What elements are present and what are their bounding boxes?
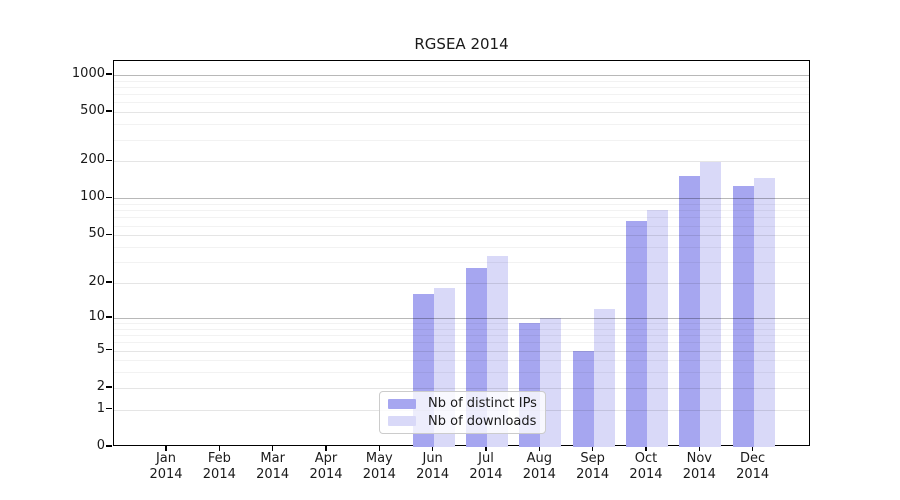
y-tick-label-500: 500 bbox=[80, 103, 105, 119]
gridline-30 bbox=[114, 262, 809, 264]
x-tick-label-nov: Nov 2014 bbox=[682, 451, 716, 482]
plot-area bbox=[113, 60, 810, 447]
y-tick-mark-100 bbox=[106, 196, 112, 199]
x-tick-label-feb: Feb 2014 bbox=[202, 451, 236, 482]
bar-downloads-dec bbox=[753, 177, 775, 447]
y-tick-mark-10 bbox=[106, 316, 112, 318]
x-tick-mark-mar bbox=[271, 446, 274, 451]
gridline-400 bbox=[114, 124, 809, 126]
legend-label-downloads: Nb of downloads bbox=[428, 413, 537, 429]
x-tick-label-mar: Mar 2014 bbox=[256, 451, 290, 482]
gridline-100 bbox=[114, 198, 809, 200]
gridline-3 bbox=[114, 372, 809, 374]
x-tick-mark-aug bbox=[538, 446, 541, 451]
x-tick-mark-oct bbox=[645, 446, 647, 451]
x-tick-label-jan: Jan 2014 bbox=[149, 451, 183, 482]
x-tick-label-oct: Oct 2014 bbox=[629, 451, 663, 482]
gridline-40 bbox=[114, 247, 809, 248]
bar-distinct-ips-sep bbox=[572, 350, 594, 447]
x-tick-mark-jun bbox=[431, 446, 434, 451]
y-tick-label-1000: 1000 bbox=[71, 65, 105, 81]
y-tick-mark-1 bbox=[106, 407, 112, 410]
y-tick-mark-50 bbox=[106, 233, 112, 235]
gridline-800 bbox=[114, 86, 809, 88]
bar-downloads-sep bbox=[593, 308, 615, 447]
gridline-80 bbox=[114, 210, 809, 212]
y-tick-label-10: 10 bbox=[88, 308, 105, 324]
y-tick-label-5: 5 bbox=[96, 341, 105, 357]
gridline-60 bbox=[114, 225, 809, 227]
gridline-10 bbox=[114, 317, 809, 319]
y-tick-mark-20 bbox=[106, 281, 112, 283]
bar-distinct-ips-dec bbox=[732, 185, 754, 447]
x-tick-label-jul: Jul 2014 bbox=[469, 451, 503, 482]
x-tick-label-may: May 2014 bbox=[362, 451, 396, 482]
x-tick-label-aug: Aug 2014 bbox=[522, 451, 556, 482]
y-tick-mark-2 bbox=[106, 386, 112, 388]
gridline-200 bbox=[114, 161, 809, 163]
x-tick-label-apr: Apr 2014 bbox=[309, 451, 343, 482]
legend: Nb of distinct IPs Nb of downloads bbox=[379, 391, 546, 434]
gridline-7 bbox=[114, 335, 809, 337]
x-tick-mark-jul bbox=[485, 446, 487, 451]
bar-distinct-ips-nov bbox=[679, 175, 701, 447]
x-tick-mark-dec bbox=[751, 446, 754, 451]
x-tick-mark-sep bbox=[591, 446, 594, 451]
x-tick-label-dec: Dec 2014 bbox=[736, 451, 770, 482]
gridline-8 bbox=[114, 328, 809, 330]
y-tick-mark-500 bbox=[106, 110, 112, 112]
gridline-300 bbox=[114, 139, 809, 141]
y-tick-label-100: 100 bbox=[80, 189, 105, 205]
y-tick-label-0: 0 bbox=[96, 438, 105, 453]
legend-label-distinct-ips: Nb of distinct IPs bbox=[428, 396, 537, 412]
gridline-2 bbox=[114, 387, 809, 389]
x-tick-label-sep: Sep 2014 bbox=[576, 451, 610, 482]
gridline-700 bbox=[114, 94, 809, 96]
gridline-9 bbox=[114, 323, 809, 324]
bar-distinct-ips-oct bbox=[625, 220, 647, 447]
gridline-90 bbox=[114, 204, 809, 206]
gridline-1000 bbox=[114, 74, 809, 76]
chart-title: RGSEA 2014 bbox=[414, 35, 509, 53]
gridline-5 bbox=[114, 350, 809, 352]
y-tick-mark-0 bbox=[106, 445, 112, 447]
legend-item-distinct-ips: Nb of distinct IPs bbox=[388, 396, 537, 411]
y-tick-label-2: 2 bbox=[96, 378, 105, 394]
y-tick-label-20: 20 bbox=[88, 274, 105, 290]
y-tick-label-200: 200 bbox=[80, 152, 105, 168]
gridline-600 bbox=[114, 102, 809, 104]
gridline-70 bbox=[114, 217, 809, 219]
x-tick-mark-apr bbox=[325, 446, 327, 451]
y-tick-mark-1000 bbox=[106, 73, 112, 75]
gridline-6 bbox=[114, 342, 809, 344]
x-tick-label-jun: Jun 2014 bbox=[416, 451, 450, 482]
y-tick-label-1: 1 bbox=[96, 400, 105, 416]
x-tick-mark-jan bbox=[165, 446, 167, 451]
legend-item-downloads: Nb of downloads bbox=[388, 414, 537, 429]
bar-downloads-oct bbox=[646, 210, 668, 447]
y-tick-label-50: 50 bbox=[88, 226, 105, 242]
x-tick-mark-nov bbox=[698, 446, 701, 451]
gridline-500 bbox=[114, 112, 809, 114]
y-tick-mark-200 bbox=[106, 159, 112, 162]
gridline-4 bbox=[114, 360, 809, 362]
legend-swatch-downloads-icon bbox=[388, 416, 416, 427]
x-tick-mark-may bbox=[378, 446, 381, 451]
gridline-20 bbox=[114, 283, 809, 285]
gridline-900 bbox=[114, 80, 809, 82]
legend-swatch-distinct-ips-icon bbox=[388, 398, 416, 409]
x-tick-mark-feb bbox=[218, 446, 221, 451]
bar-downloads-nov bbox=[700, 162, 722, 447]
y-tick-mark-5 bbox=[106, 348, 112, 351]
gridline-50 bbox=[114, 235, 809, 237]
